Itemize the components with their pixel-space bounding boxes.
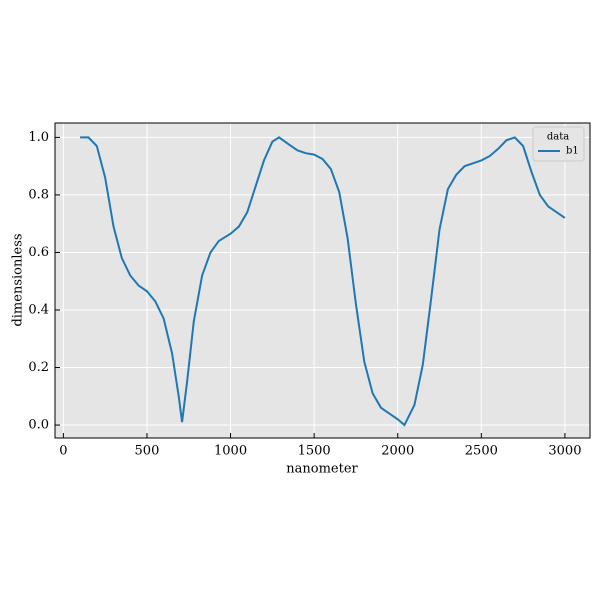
x-tick-label: 2000 xyxy=(381,444,414,459)
y-tick-label: 0.0 xyxy=(28,418,49,433)
x-tick-label: 2500 xyxy=(465,444,498,459)
plot-area xyxy=(55,123,590,438)
y-tick-label: 0.4 xyxy=(28,302,49,317)
y-tick-label: 0.2 xyxy=(28,360,49,375)
x-tick-label: 1000 xyxy=(214,444,247,459)
y-tick-label: 1.0 xyxy=(28,130,49,145)
y-tick-label: 0.8 xyxy=(28,187,49,202)
plot-frame xyxy=(54,122,591,439)
y-axis-label: dimensionless xyxy=(11,233,26,326)
x-tick-label: 0 xyxy=(59,444,67,459)
legend: data b1 xyxy=(532,126,585,162)
legend-box xyxy=(532,126,585,162)
x-axis-label: nanometer xyxy=(286,462,358,477)
data-line xyxy=(80,136,566,427)
legend-title: data xyxy=(547,132,569,143)
legend-label: b1 xyxy=(566,146,579,157)
x-tick-label: 3000 xyxy=(548,444,581,459)
x-tick-label: 500 xyxy=(135,444,160,459)
y-tick-label: 0.6 xyxy=(28,245,49,260)
x-tick-label: 1500 xyxy=(298,444,331,459)
